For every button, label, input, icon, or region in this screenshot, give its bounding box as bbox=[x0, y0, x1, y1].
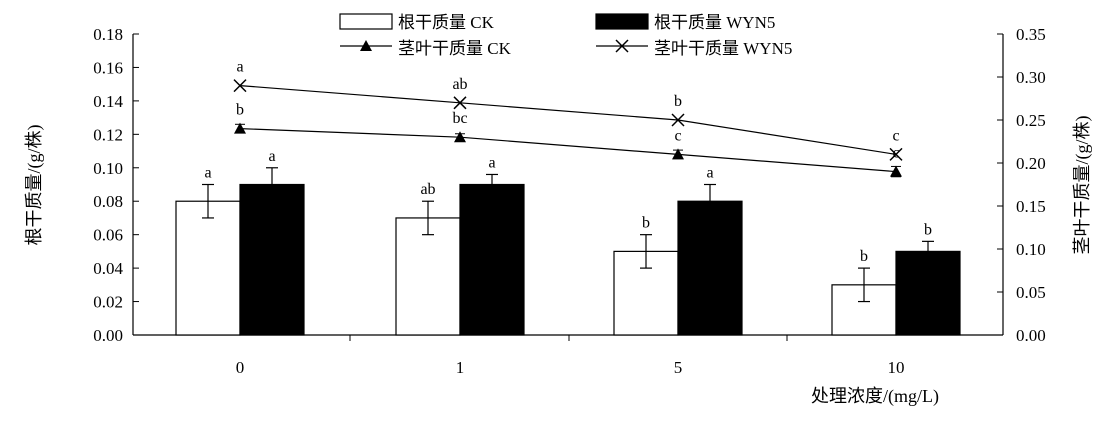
right-y-tick-label: 0.15 bbox=[1016, 197, 1046, 216]
x-axis-title: 处理浓度/(mg/L) bbox=[811, 386, 939, 407]
x-tick-label: 0 bbox=[236, 358, 245, 377]
significance-label: b bbox=[860, 248, 868, 265]
legend-label: 根干质量 CK bbox=[398, 13, 495, 32]
x-marker bbox=[889, 147, 903, 161]
legend-label: 根干质量 WYN5 bbox=[654, 13, 775, 32]
legend-triangle-marker bbox=[360, 40, 372, 51]
bar bbox=[895, 250, 961, 336]
left-y-tick-label: 0.18 bbox=[93, 25, 123, 44]
significance-label: c bbox=[892, 127, 899, 144]
significance-label: a bbox=[236, 59, 243, 76]
left-y-tick-label: 0.06 bbox=[93, 226, 123, 245]
x-marker bbox=[233, 79, 247, 93]
bar bbox=[175, 200, 241, 336]
significance-label: c bbox=[892, 145, 899, 162]
triangle-marker bbox=[672, 148, 684, 160]
left-y-tick-label: 0.10 bbox=[93, 159, 123, 178]
x-tick-label: 1 bbox=[456, 358, 465, 377]
x-marker bbox=[453, 96, 467, 110]
bar bbox=[459, 183, 525, 336]
left-y-tick-label: 0.00 bbox=[93, 326, 123, 345]
significance-label: a bbox=[706, 165, 713, 182]
significance-label: b bbox=[236, 102, 244, 119]
right-y-tick-label: 0.05 bbox=[1016, 283, 1046, 302]
legend-swatch bbox=[339, 13, 393, 30]
right-y-axis-title: 茎叶干质量/(g/株) bbox=[1072, 116, 1093, 255]
significance-label: b bbox=[924, 221, 932, 238]
left-y-tick-label: 0.08 bbox=[93, 192, 123, 211]
legend-swatch bbox=[595, 13, 649, 30]
significance-label: a bbox=[488, 154, 495, 171]
bar bbox=[239, 183, 305, 336]
left-y-tick-label: 0.02 bbox=[93, 293, 123, 312]
right-y-tick-label: 0.30 bbox=[1016, 68, 1046, 87]
left-y-tick-label: 0.14 bbox=[93, 92, 123, 111]
series-line bbox=[239, 128, 897, 173]
x-tick-label: 10 bbox=[888, 358, 905, 377]
legend-x-marker bbox=[615, 39, 629, 53]
legend-label: 茎叶干质量 WYN5 bbox=[654, 39, 792, 58]
significance-label: ab bbox=[452, 76, 467, 93]
significance-label: c bbox=[674, 127, 681, 144]
triangle-marker bbox=[454, 131, 466, 143]
left-y-axis-title: 根干质量/(g/株) bbox=[24, 125, 45, 246]
bar bbox=[395, 217, 461, 336]
x-marker bbox=[671, 113, 685, 127]
significance-label: bc bbox=[452, 110, 467, 127]
significance-label: a bbox=[268, 148, 275, 165]
left-y-tick-label: 0.04 bbox=[93, 259, 123, 278]
series-line bbox=[239, 85, 897, 155]
significance-label: a bbox=[204, 165, 211, 182]
right-y-tick-label: 0.35 bbox=[1016, 25, 1046, 44]
legend-label: 茎叶干质量 CK bbox=[398, 39, 512, 58]
significance-label: b bbox=[642, 215, 650, 232]
right-y-tick-label: 0.00 bbox=[1016, 326, 1046, 345]
right-y-tick-label: 0.25 bbox=[1016, 111, 1046, 130]
left-y-tick-label: 0.12 bbox=[93, 125, 123, 144]
triangle-marker bbox=[890, 165, 902, 177]
triangle-marker bbox=[234, 122, 246, 134]
left-y-tick-label: 0.16 bbox=[93, 58, 123, 77]
significance-label: b bbox=[674, 93, 682, 110]
right-y-tick-label: 0.10 bbox=[1016, 240, 1046, 259]
x-tick-label: 5 bbox=[674, 358, 683, 377]
significance-label: ab bbox=[420, 181, 435, 198]
right-y-tick-label: 0.20 bbox=[1016, 154, 1046, 173]
bar bbox=[677, 200, 743, 336]
